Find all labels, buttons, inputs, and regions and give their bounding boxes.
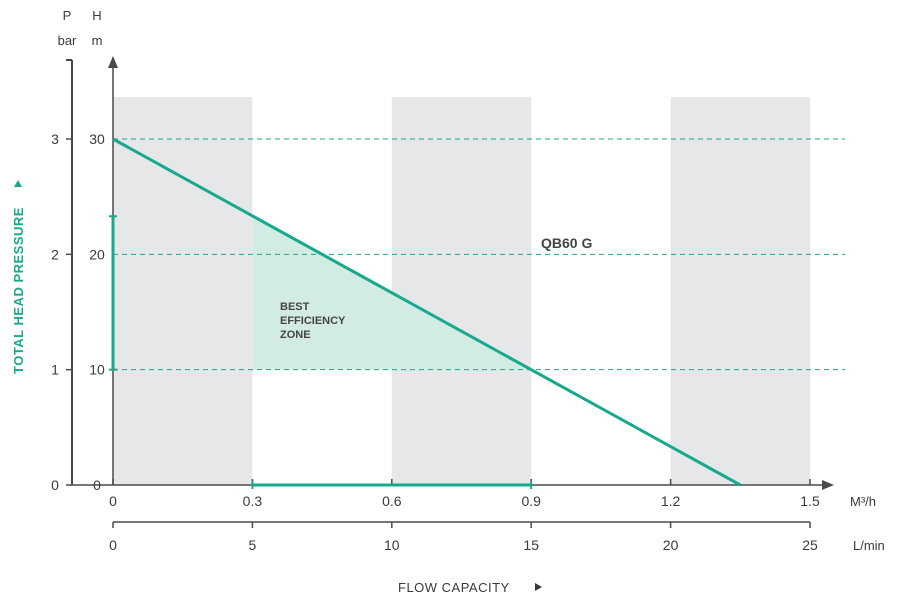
- zone-label-line-3: ZONE: [280, 329, 311, 341]
- shaded-band-0: [113, 97, 253, 485]
- y-secondary-tick-label-3: 3: [51, 131, 59, 147]
- x-secondary-unit: L/min: [853, 538, 885, 553]
- grid-lines: [113, 138, 845, 371]
- x-secondary-tick-label-0: 0: [109, 537, 117, 553]
- series-group: [112, 137, 742, 487]
- shaded-band-1: [391, 97, 532, 485]
- x-axis-title: FLOW CAPACITY: [398, 580, 510, 595]
- y-secondary-unit: bar: [58, 33, 77, 48]
- x-secondary-tick-label-2: 10: [384, 537, 400, 553]
- zone-label-line-2: EFFICIENCY: [280, 315, 346, 327]
- y-axis-title-arrow: [14, 180, 22, 187]
- y-tick-label-0: 0: [93, 477, 101, 493]
- y-primary-symbol: H: [92, 8, 101, 23]
- y-tick-label-2: 20: [89, 246, 105, 262]
- x-secondary-tick-label-5: 25: [802, 537, 818, 553]
- y-axis-arrow: [108, 56, 118, 68]
- x-secondary-tick-label-1: 5: [249, 537, 257, 553]
- x-tick-label-0: 0: [109, 493, 117, 509]
- y-axis-title: TOTAL HEAD PRESSURE: [11, 207, 26, 374]
- x-secondary-tick-label-4: 20: [663, 537, 679, 553]
- y-secondary-tick-label-1: 1: [51, 362, 59, 378]
- shaded-band-2: [670, 97, 810, 485]
- y-secondary-symbol: P: [63, 8, 72, 23]
- y-primary-unit: m: [92, 33, 103, 48]
- x-tick-label-4: 1.2: [661, 493, 681, 509]
- x-axis-title-arrow: [535, 583, 542, 591]
- x-tick-label-3: 0.9: [521, 493, 541, 509]
- series-label-qb60g: QB60 G: [541, 235, 592, 251]
- zone-label-line-1: BEST: [280, 301, 310, 313]
- shaded-bands: [113, 97, 810, 485]
- y-tick-label-1: 10: [89, 362, 105, 378]
- x-secondary-tick-label-3: 15: [523, 537, 539, 553]
- series-line-qb60g: [112, 137, 742, 487]
- x-tick-label-1: 0.3: [243, 493, 263, 509]
- x-primary-unit: M³/h: [850, 494, 876, 509]
- x-axis-arrow: [822, 480, 834, 490]
- tick-labels: 0 0.3 0.6 0.9 1.2 1.5 0 5 10 15 20 25 0 10 20 30 0 1 2 3: [51, 131, 820, 553]
- y-secondary-tick-label-0: 0: [51, 477, 59, 493]
- zone-range-markers: [109, 215, 533, 489]
- y-tick-label-3: 30: [89, 131, 105, 147]
- x-tick-label-2: 0.6: [382, 493, 402, 509]
- y-secondary-tick-label-2: 2: [51, 246, 59, 262]
- x-tick-label-5: 1.5: [800, 493, 820, 509]
